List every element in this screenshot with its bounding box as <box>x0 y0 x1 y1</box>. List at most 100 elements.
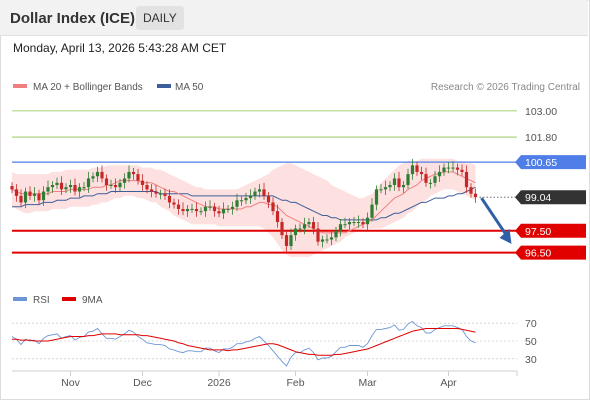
time-axis-label: Mar <box>358 377 377 389</box>
candle-body <box>199 211 203 213</box>
candle-body <box>32 193 37 196</box>
period-selector-button[interactable]: DAILY <box>136 6 184 30</box>
candle-body <box>397 178 401 188</box>
candle-body <box>28 191 32 196</box>
candle-body <box>149 189 154 192</box>
candle-body <box>361 222 365 225</box>
rsi-plot: 70 50 30 <box>11 318 537 367</box>
candle-body <box>446 167 451 169</box>
candle-body <box>424 174 428 183</box>
rsi-tick-label: 70 <box>525 318 537 330</box>
candle-body <box>181 208 185 212</box>
candle-body <box>122 178 127 183</box>
candle-body <box>185 208 190 212</box>
resistance-level-label: 101.80 <box>525 132 557 144</box>
candle-body <box>437 171 442 177</box>
candle-body <box>176 204 181 209</box>
candle-body <box>311 222 316 229</box>
ma50-legend-label: MA 50 <box>175 82 204 93</box>
rsi-legend-label: RSI <box>33 295 50 306</box>
candle-body <box>23 191 28 203</box>
candle-body <box>64 187 68 190</box>
candle-body <box>320 239 325 242</box>
candle-body <box>19 195 23 203</box>
candle-body <box>379 189 383 191</box>
candle-body <box>347 222 352 225</box>
candle-body <box>271 202 275 212</box>
candle-body <box>253 191 257 196</box>
candle-body <box>316 228 320 242</box>
candle-body <box>167 195 172 203</box>
candle-body <box>293 228 298 236</box>
candle-body <box>100 171 104 179</box>
candle-body <box>469 187 473 194</box>
price-plot: 103.00 101.80 100.65 99.04 97.50 96.50 <box>10 106 586 260</box>
rsi-tick-label: 50 <box>525 336 537 348</box>
candle-body <box>442 167 446 172</box>
candle-body <box>77 187 82 192</box>
candle-body <box>118 182 122 188</box>
time-axis: Nov Dec 2026 Feb Mar Apr <box>12 370 518 389</box>
candle-body <box>158 193 163 195</box>
candle-body <box>325 239 329 241</box>
rsi-ma-line <box>12 328 476 356</box>
candle-body <box>266 195 271 203</box>
candle-body <box>73 185 77 192</box>
candle-body <box>230 206 235 209</box>
candle-body <box>217 211 221 214</box>
candle-body <box>14 189 19 196</box>
forecast-arrow-head <box>499 228 512 244</box>
candle-body <box>154 191 158 194</box>
candle-body <box>392 178 397 185</box>
support-price-tag <box>515 245 586 260</box>
candle-body <box>280 222 284 236</box>
support-price-tag-label: 97.50 <box>525 226 551 238</box>
candle-body <box>86 178 91 188</box>
copyright-label: Research © 2026 Trading Central <box>431 82 580 93</box>
candle-body <box>343 224 347 226</box>
candle-body <box>221 208 226 214</box>
candle-body <box>370 204 374 218</box>
rsi-legend-swatch <box>13 297 27 301</box>
candle-body <box>374 189 379 205</box>
candle-body <box>248 195 253 199</box>
candle-body <box>257 189 262 192</box>
candle-body <box>334 230 338 238</box>
candle-body <box>307 222 311 225</box>
candle-body <box>131 171 136 175</box>
time-axis-label: Nov <box>61 377 80 389</box>
candle-body <box>212 206 217 212</box>
candle-body <box>208 206 212 208</box>
candle-body <box>401 185 406 188</box>
chart-header: Dollar Index (ICE) DAILY <box>0 0 588 36</box>
support-price-tag <box>515 223 586 238</box>
candle-body <box>244 198 248 201</box>
candle-body <box>338 224 343 231</box>
candle-body <box>262 189 266 196</box>
candle-body <box>419 171 424 175</box>
time-axis-label: Apr <box>440 377 457 389</box>
ma50-line <box>12 186 476 221</box>
rsi-line <box>11 320 476 367</box>
candle-body <box>433 176 437 183</box>
candle-body <box>172 202 176 205</box>
candle-body <box>194 208 199 212</box>
candle-body <box>388 185 392 188</box>
candle-body <box>59 182 64 190</box>
support-price-tag-label: 96.50 <box>525 248 551 260</box>
candle-body <box>365 217 370 225</box>
candle-body <box>275 211 280 223</box>
candle-body <box>302 224 307 229</box>
resistance-level-label: 103.00 <box>525 106 557 118</box>
candle-body <box>41 191 46 201</box>
candle-body <box>140 180 145 185</box>
candle-body <box>410 165 415 175</box>
candle-body <box>37 193 41 201</box>
candle-body <box>136 174 140 181</box>
time-axis-label: Feb <box>286 377 304 389</box>
instrument-title: Dollar Index (ICE) <box>10 10 136 27</box>
candle-body <box>203 206 208 212</box>
ma9-legend-swatch <box>62 297 76 301</box>
candle-body <box>50 185 55 188</box>
ma20-legend-swatch <box>13 84 27 88</box>
